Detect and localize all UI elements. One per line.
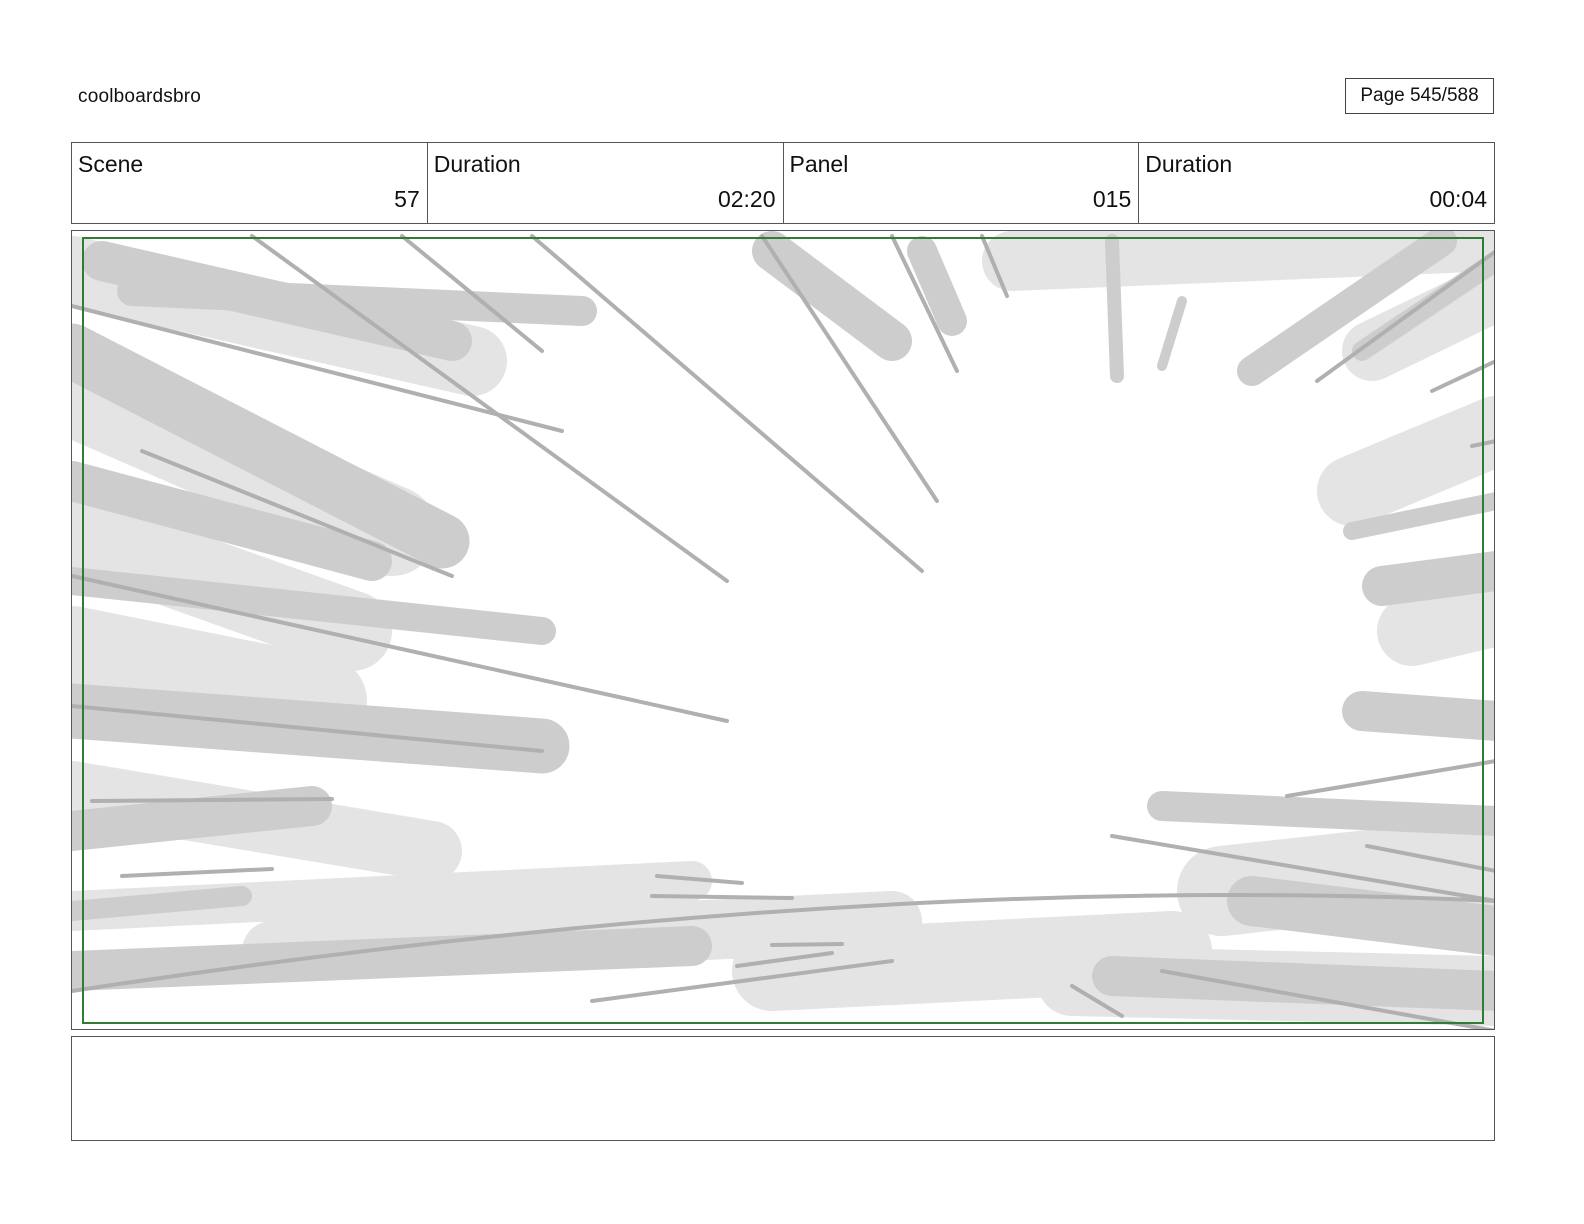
safe-frame bbox=[82, 237, 1484, 1024]
panel-label: Panel bbox=[789, 151, 849, 177]
speed-lines-drawing bbox=[72, 231, 1494, 1029]
panel-value: 015 bbox=[1092, 186, 1132, 212]
panel-duration-cell: Duration 00:04 bbox=[1139, 143, 1494, 223]
storyboard-panel bbox=[71, 230, 1495, 1030]
panel-notes-box bbox=[71, 1036, 1495, 1141]
panel-duration-label: Duration bbox=[1145, 151, 1233, 177]
panel-info-table: Scene 57 Duration 02:20 Panel 015 Durati… bbox=[71, 142, 1495, 224]
pencil-lines bbox=[72, 234, 1494, 1029]
scene-value: 57 bbox=[394, 186, 420, 212]
scene-duration-value: 02:20 bbox=[717, 186, 776, 212]
mid-shading bbox=[72, 231, 1494, 1011]
scene-label: Scene bbox=[78, 151, 144, 177]
scene-duration-label: Duration bbox=[433, 151, 521, 177]
page-number: Page 545/588 bbox=[1345, 78, 1494, 114]
author-name: coolboardsbro bbox=[78, 86, 202, 107]
panel-duration-value: 00:04 bbox=[1429, 186, 1487, 212]
panel-cell: Panel 015 bbox=[784, 143, 1140, 223]
scene-duration-cell: Duration 02:20 bbox=[428, 143, 784, 223]
scene-cell: Scene 57 bbox=[72, 143, 428, 223]
